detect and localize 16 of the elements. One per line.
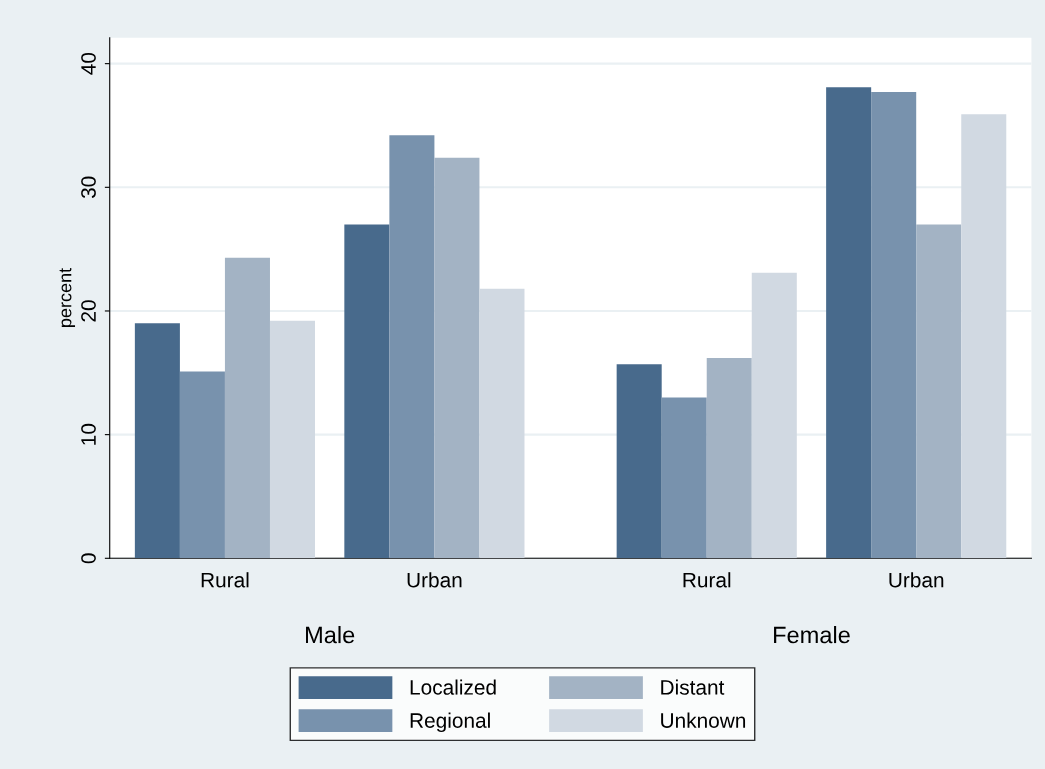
y-tick-label: 40 (81, 52, 96, 75)
x-tick-label: Rural (683, 572, 731, 588)
text: Female (774, 625, 850, 644)
text: Male (306, 625, 355, 644)
legend-label: Unknown (661, 712, 746, 728)
y-axis-title: percent (59, 268, 76, 327)
legend-label: Localized (410, 679, 496, 695)
y-tick-label: 30 (81, 176, 96, 199)
x-tick-label: Urban (407, 572, 462, 588)
y-tick-label: 20 (81, 300, 96, 322)
legend-label: Distant (661, 679, 725, 695)
x-tick-label: Rural (201, 572, 249, 588)
y-tick-label: 10 (81, 423, 96, 445)
y-tick-label: 0 (81, 553, 96, 564)
x-tick-label: Urban (889, 572, 944, 588)
legend-label: Regional (410, 712, 490, 733)
